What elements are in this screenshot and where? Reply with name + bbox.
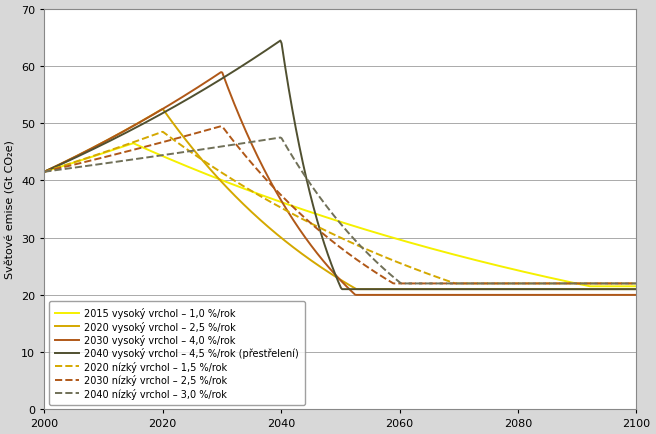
2015 vysoký vrchol – 1,0 %/rok	[40, 170, 48, 175]
2030 nízký vrchol – 2,5 %/rok	[395, 281, 403, 286]
2030 nízký vrchol – 2,5 %/rok	[362, 264, 370, 269]
2030 nízký vrchol – 2,5 %/rok	[621, 281, 628, 286]
2040 nízký vrchol – 3,0 %/rok	[323, 204, 331, 210]
2030 vysoký vrchol – 4,0 %/rok	[395, 293, 403, 298]
2040 vysoký vrchol – 4,5 %/rok (přestřelení)	[323, 249, 331, 254]
2040 vysoký vrchol – 4,5 %/rok (přestřelení)	[395, 287, 403, 292]
Line: 2040 nízký vrchol – 3,0 %/rok: 2040 nízký vrchol – 3,0 %/rok	[44, 138, 636, 284]
2020 vysoký vrchol – 2,5 %/rok	[354, 287, 361, 292]
2030 nízký vrchol – 2,5 %/rok	[40, 170, 48, 175]
2030 vysoký vrchol – 4,0 %/rok	[326, 267, 334, 272]
2030 vysoký vrchol – 4,0 %/rok	[352, 293, 360, 298]
2020 nízký vrchol – 1,5 %/rok	[362, 247, 370, 252]
2040 nízký vrchol – 3,0 %/rok	[632, 281, 640, 286]
2040 vysoký vrchol – 4,5 %/rok (přestřelení)	[621, 287, 628, 292]
2030 vysoký vrchol – 4,0 %/rok	[40, 170, 48, 175]
2040 vysoký vrchol – 4,5 %/rok (přestřelení)	[326, 259, 334, 264]
2030 nízký vrchol – 2,5 %/rok	[326, 237, 334, 243]
2030 vysoký vrchol – 4,0 %/rok	[323, 263, 331, 268]
2030 vysoký vrchol – 4,0 %/rok	[363, 293, 371, 298]
2020 nízký vrchol – 1,5 %/rok	[326, 230, 334, 236]
2030 nízký vrchol – 2,5 %/rok	[323, 234, 331, 240]
2040 nízký vrchol – 3,0 %/rok	[528, 281, 536, 286]
2040 vysoký vrchol – 4,5 %/rok (přestřelení)	[632, 287, 640, 292]
2020 vysoký vrchol – 2,5 %/rok	[40, 170, 48, 175]
2020 vysoký vrchol – 2,5 %/rok	[395, 287, 403, 292]
2015 vysoký vrchol – 1,0 %/rok	[326, 217, 334, 222]
2015 vysoký vrchol – 1,0 %/rok	[129, 141, 137, 147]
2020 vysoký vrchol – 2,5 %/rok	[621, 287, 628, 292]
2015 vysoký vrchol – 1,0 %/rok	[394, 237, 402, 242]
2015 vysoký vrchol – 1,0 %/rok	[362, 227, 370, 233]
2030 nízký vrchol – 2,5 %/rok	[217, 124, 225, 129]
Line: 2015 vysoký vrchol – 1,0 %/rok: 2015 vysoký vrchol – 1,0 %/rok	[44, 144, 636, 286]
Legend: 2015 vysoký vrchol – 1,0 %/rok, 2020 vysoký vrchol – 2,5 %/rok, 2030 vysoký vrch: 2015 vysoký vrchol – 1,0 %/rok, 2020 vys…	[49, 302, 304, 404]
2030 nízký vrchol – 2,5 %/rok	[632, 281, 640, 286]
2030 nízký vrchol – 2,5 %/rok	[528, 281, 536, 286]
2020 vysoký vrchol – 2,5 %/rok	[323, 269, 331, 274]
Line: 2020 vysoký vrchol – 2,5 %/rok: 2020 vysoký vrchol – 2,5 %/rok	[44, 110, 636, 289]
2040 vysoký vrchol – 4,5 %/rok (přestřelení)	[528, 287, 536, 292]
2030 vysoký vrchol – 4,0 %/rok	[621, 293, 628, 298]
2020 vysoký vrchol – 2,5 %/rok	[159, 107, 167, 112]
2030 vysoký vrchol – 4,0 %/rok	[217, 70, 225, 76]
2020 nízký vrchol – 1,5 %/rok	[159, 130, 167, 135]
2015 vysoký vrchol – 1,0 %/rok	[527, 271, 535, 276]
Line: 2040 vysoký vrchol – 4,5 %/rok (přestřelení): 2040 vysoký vrchol – 4,5 %/rok (přestřel…	[44, 41, 636, 289]
2020 nízký vrchol – 1,5 %/rok	[632, 281, 640, 286]
2020 nízký vrchol – 1,5 %/rok	[394, 260, 402, 265]
2040 vysoký vrchol – 4,5 %/rok (přestřelení)	[363, 287, 371, 292]
2015 vysoký vrchol – 1,0 %/rok	[323, 215, 331, 220]
2030 vysoký vrchol – 4,0 %/rok	[528, 293, 536, 298]
2020 vysoký vrchol – 2,5 %/rok	[528, 287, 536, 292]
2020 nízký vrchol – 1,5 %/rok	[40, 170, 48, 175]
Line: 2030 nízký vrchol – 2,5 %/rok: 2030 nízký vrchol – 2,5 %/rok	[44, 127, 636, 284]
2020 vysoký vrchol – 2,5 %/rok	[326, 271, 334, 276]
2015 vysoký vrchol – 1,0 %/rok	[586, 284, 594, 289]
Y-axis label: Světové emise (Gt CO₂e): Světové emise (Gt CO₂e)	[5, 140, 16, 279]
2020 nízký vrchol – 1,5 %/rok	[621, 281, 628, 286]
2030 vysoký vrchol – 4,0 %/rok	[632, 293, 640, 298]
2040 nízký vrchol – 3,0 %/rok	[398, 281, 405, 286]
2020 vysoký vrchol – 2,5 %/rok	[632, 287, 640, 292]
2040 nízký vrchol – 3,0 %/rok	[394, 279, 402, 284]
2015 vysoký vrchol – 1,0 %/rok	[632, 284, 640, 289]
2030 nízký vrchol – 2,5 %/rok	[390, 281, 398, 286]
2020 nízký vrchol – 1,5 %/rok	[452, 281, 460, 286]
Line: 2020 nízký vrchol – 1,5 %/rok: 2020 nízký vrchol – 1,5 %/rok	[44, 132, 636, 284]
2040 nízký vrchol – 3,0 %/rok	[621, 281, 628, 286]
2020 nízký vrchol – 1,5 %/rok	[323, 229, 331, 234]
2040 nízký vrchol – 3,0 %/rok	[326, 209, 334, 214]
2020 nízký vrchol – 1,5 %/rok	[528, 281, 536, 286]
2040 vysoký vrchol – 4,5 %/rok (přestřelení)	[276, 39, 284, 44]
2015 vysoký vrchol – 1,0 %/rok	[621, 284, 628, 289]
2020 vysoký vrchol – 2,5 %/rok	[363, 287, 371, 292]
Line: 2030 vysoký vrchol – 4,0 %/rok: 2030 vysoký vrchol – 4,0 %/rok	[44, 73, 636, 295]
2040 nízký vrchol – 3,0 %/rok	[276, 135, 284, 141]
2040 nízký vrchol – 3,0 %/rok	[40, 170, 48, 175]
2040 nízký vrchol – 3,0 %/rok	[362, 249, 370, 254]
2040 vysoký vrchol – 4,5 %/rok (přestřelení)	[40, 170, 48, 175]
2040 vysoký vrchol – 4,5 %/rok (přestřelení)	[338, 287, 346, 292]
